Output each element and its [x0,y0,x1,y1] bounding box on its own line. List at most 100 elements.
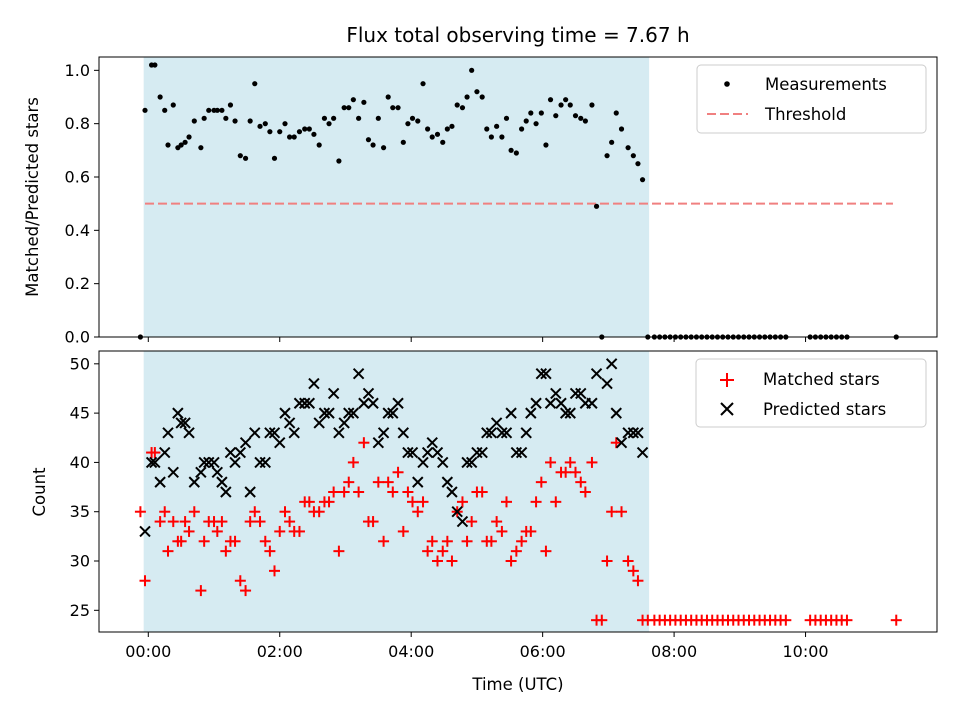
predicted-star-marker [318,407,331,419]
y-tick-label: 0.0 [65,328,90,347]
measurement-point [558,102,564,108]
predicted-star-marker [397,427,410,439]
predicted-star-marker [601,377,613,390]
predicted-star-marker [195,466,207,478]
matched-star-marker [540,545,552,557]
measurement-point [409,115,416,121]
predicted-star-marker [303,397,316,409]
measurement-point [484,126,490,132]
predicted-star-marker [387,407,399,419]
measurement-point [186,134,192,140]
measurement-point [282,121,288,127]
measurement-point [425,126,431,132]
matched-star-marker [622,555,634,567]
matched-star-marker [596,614,608,626]
matched-star-marker [234,575,246,587]
measurement-point [219,107,225,113]
predicted-star-marker [333,427,345,439]
predicted-star-marker [550,387,562,400]
matched-star-marker [264,545,276,557]
measurement-point [454,102,460,108]
matched-star-marker [229,535,241,547]
matched-star-marker [358,437,370,449]
measurement-point [162,107,168,113]
measurement-point [223,115,229,121]
measurement-point [625,145,631,151]
matched-star-marker [780,614,792,626]
y-tick-label: 1.0 [65,61,90,80]
measurement-point [271,155,278,161]
matched-star-marker [412,506,424,518]
predicted-star-marker [564,407,576,419]
predicted-star-marker [505,407,517,419]
measurement-point [390,105,396,111]
predicted-star-marker [234,446,247,459]
matched-star-marker [570,466,582,478]
predicted-star-marker [402,446,414,459]
x-tick-label: 08:00 [651,642,697,661]
legend-measurements-label: Measurements [765,75,887,94]
measurement-point [547,97,554,103]
measurement-point [479,94,485,100]
predicted-star-marker [590,367,603,380]
matched-star-marker [387,486,399,498]
matched-star-marker [560,466,572,478]
predicted-star-marker [211,466,224,478]
predicted-star-marker [198,456,210,469]
measurement-point [618,126,625,132]
bottom-legend: Matched stars Predicted stars [695,358,927,428]
predicted-star-marker [327,387,340,400]
predicted-star-marker [559,407,572,419]
observing-window-shade [143,57,650,337]
measurement-point [206,107,212,113]
measurement-point [395,105,401,111]
matched-star-marker [378,535,390,547]
measurement-point [459,105,466,111]
predicted-star-marker [431,446,444,459]
predicted-star-marker [274,436,286,449]
matched-star-marker [198,535,210,547]
measurement-point [302,126,308,132]
legend-predicted-label: Predicted stars [763,400,886,419]
matched-star-marker [338,486,350,498]
predicted-star-marker [367,397,379,409]
top-panel: 0.0 0.2 0.4 0.6 0.8 1.0 Matched/Predicted sta… [23,56,938,347]
measurement-point [543,142,549,148]
measurement-point [639,177,646,183]
matched-star-marker [407,496,419,508]
measurement-point [257,123,263,129]
measurement-point [415,118,421,124]
predicted-star-marker [627,427,640,439]
y-tick-label: 50 [70,354,90,373]
measurement-point [365,137,372,143]
measurement-point [214,107,220,113]
matched-star-marker [437,545,449,557]
predicted-star-marker [520,427,532,439]
matched-star-marker [268,565,280,577]
measurement-point [385,94,391,100]
legend-predicted-marker [720,402,734,416]
measurement-point [499,134,505,140]
predicted-star-marker [490,417,503,429]
matched-star-marker [259,535,271,547]
legend-matched-marker [720,373,734,387]
measurement-point [198,145,204,151]
predicted-star-marker [372,436,385,449]
predicted-star-marker [632,427,644,439]
predicted-star-marker [465,456,478,469]
measurement-point [474,89,480,95]
measurement-point [237,153,243,159]
matched-star-marker [216,516,228,528]
measurement-point [316,142,322,148]
measurement-point [604,153,610,159]
measurement-point [405,121,411,127]
matched-star-marker [841,614,853,626]
measurement-point [157,94,163,100]
measurement-point [242,155,249,161]
matched-star-marker [456,496,468,508]
predicted-star-marker [208,456,220,469]
predicted-star-marker [586,397,598,409]
top-y-axis-label: Matched/Predicted stars [23,97,42,297]
matched-star-marker [188,506,200,518]
measurement-point [440,139,446,145]
